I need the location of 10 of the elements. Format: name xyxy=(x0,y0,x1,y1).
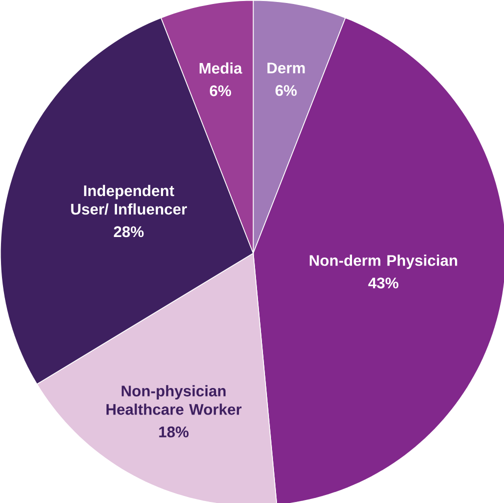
slice-label: Media xyxy=(200,62,242,74)
data-label: 18% xyxy=(159,426,189,438)
slice-label: Derm xyxy=(267,62,305,74)
slice-label: Non-physician Healthcare Worker xyxy=(106,385,242,415)
data-label: 28% xyxy=(114,226,144,238)
data-label: 6% xyxy=(276,85,297,96)
slice-label: Non-derm Physician xyxy=(310,254,458,269)
slice-label: Independent User/ Influencer xyxy=(71,184,187,215)
data-label: 6% xyxy=(210,85,232,96)
data-label: 43% xyxy=(368,278,398,288)
